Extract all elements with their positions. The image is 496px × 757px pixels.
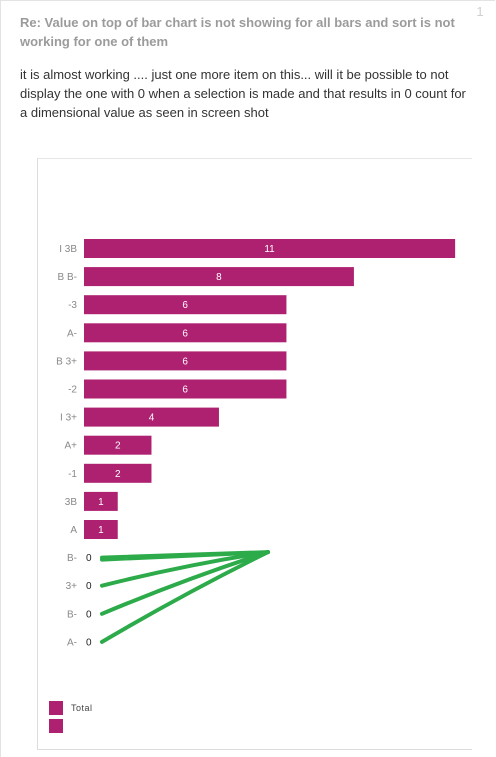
post-body: it is almost working .... just one more … [20, 67, 466, 120]
bar-value-label: 8 [216, 272, 222, 283]
bar-value-label: 0 [86, 609, 92, 620]
post-title[interactable]: Re: Value on top of bar chart is not sho… [20, 15, 455, 49]
annotation-arrow [100, 550, 270, 588]
bar-value-label: 6 [182, 356, 188, 367]
category-tick-label: 3+ [66, 581, 78, 592]
bar[interactable] [84, 295, 287, 315]
category-tick-label: B 3+ [56, 356, 77, 367]
bar[interactable] [84, 239, 456, 258]
bar[interactable] [84, 379, 287, 399]
bar-value-label: 2 [115, 441, 121, 452]
annotation-arrow [100, 550, 270, 644]
legend-swatch [49, 701, 63, 715]
category-tick-label: 3B [65, 497, 78, 508]
bar-value-label: 6 [182, 300, 188, 311]
bar[interactable] [84, 463, 152, 483]
category-tick-label: A+ [64, 441, 77, 452]
category-tick-label: I 3+ [60, 413, 77, 424]
annotation-arrow [100, 550, 270, 616]
screenshot-frame: I 3B 11 B B- 8 -3 6 A- 6 B 3+ 6 -2 6 I 3+ 4 A+ 2 -1 2 3B 1 A… [37, 158, 472, 750]
bar-chart: I 3B 11 B B- 8 -3 6 A- 6 B 3+ 6 -2 6 I 3+ 4 A+ 2 -1 2 3B 1 A… [49, 239, 456, 733]
category-tick-label: A- [67, 637, 77, 648]
legend-swatch [49, 719, 63, 733]
category-tick-label: B- [67, 609, 77, 620]
bar-value-label: 1 [98, 497, 104, 508]
bar-value-label: 0 [86, 581, 92, 592]
category-tick-label: B- [67, 553, 77, 564]
bar-value-label: 4 [149, 413, 155, 424]
bar-value-label: 6 [182, 328, 188, 339]
category-tick-label: I 3B [59, 244, 77, 255]
bar-value-label: 2 [115, 469, 121, 480]
category-tick-label: B B- [58, 272, 77, 283]
legend-label: Total [71, 703, 93, 713]
bar-value-label: 1 [98, 525, 104, 536]
bar-value-label: 0 [86, 553, 92, 564]
category-tick-label: -1 [68, 469, 77, 480]
kudos-badge: 1 [476, 4, 484, 19]
bar-value-label: 6 [182, 385, 188, 396]
bar[interactable] [84, 323, 287, 343]
bar-value-label: 11 [264, 244, 275, 255]
bar[interactable] [84, 351, 287, 371]
bar[interactable] [84, 407, 219, 427]
category-tick-label: A- [67, 328, 77, 339]
bar[interactable] [84, 491, 118, 511]
bar[interactable] [84, 520, 118, 539]
bar-value-label: 0 [86, 637, 92, 648]
category-tick-label: A [70, 525, 77, 536]
bar[interactable] [84, 267, 354, 287]
category-tick-label: -3 [68, 300, 77, 311]
category-tick-label: -2 [68, 385, 77, 396]
bar[interactable] [84, 435, 152, 455]
